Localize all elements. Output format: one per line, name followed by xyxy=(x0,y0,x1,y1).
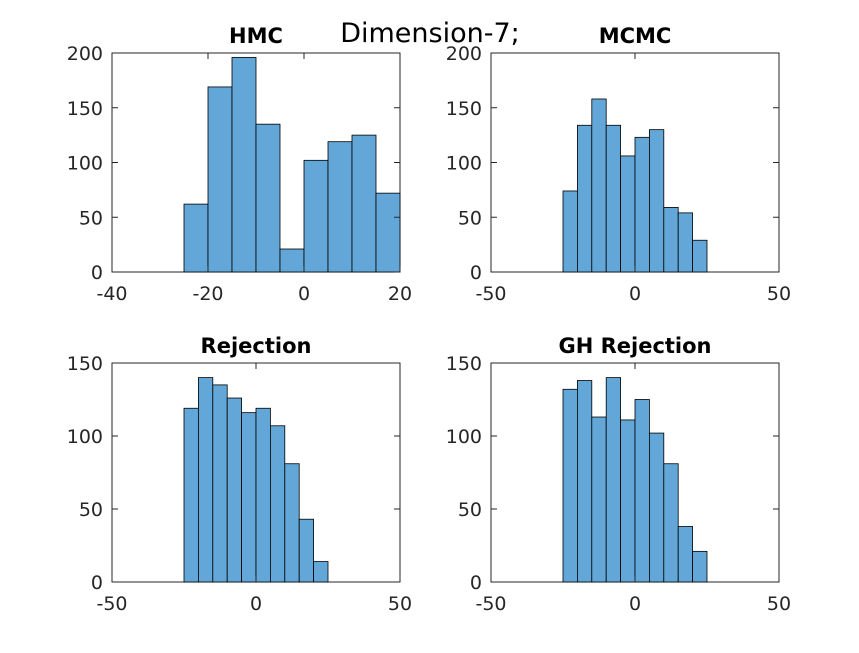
histogram-bar xyxy=(649,432,665,583)
histogram-bar xyxy=(692,550,708,583)
histogram-bar xyxy=(241,412,257,583)
histogram-bar xyxy=(284,463,300,583)
subplot-title: MCMC xyxy=(599,24,672,48)
histogram-bar xyxy=(634,399,650,583)
histogram-bar xyxy=(183,407,199,583)
histogram-bar xyxy=(663,463,679,583)
y-tick-label: 50 xyxy=(79,207,103,229)
y-tick-label: 0 xyxy=(91,572,103,594)
histogram-bar xyxy=(327,141,353,273)
y-tick-label: 150 xyxy=(67,98,103,120)
histogram-bar xyxy=(269,425,286,583)
histogram-bar xyxy=(255,407,271,583)
histogram-bar xyxy=(591,416,607,583)
y-tick-label: 50 xyxy=(458,207,482,229)
y-tick-label: 0 xyxy=(470,262,482,284)
histogram-bar xyxy=(577,124,593,273)
x-tick-label: -40 xyxy=(96,283,127,305)
x-tick-label: 0 xyxy=(629,593,641,615)
y-tick-label: 200 xyxy=(446,43,482,65)
histogram-bar xyxy=(313,561,329,583)
histogram-bar xyxy=(649,129,665,273)
x-tick-label: 50 xyxy=(767,593,791,615)
subplot-title: Rejection xyxy=(201,334,312,358)
histogram-bar xyxy=(303,159,329,273)
histogram-bar xyxy=(351,134,377,273)
y-tick-label: 100 xyxy=(67,153,103,175)
histogram-bar xyxy=(197,377,214,583)
histogram-bar xyxy=(634,136,650,273)
y-tick-label: 100 xyxy=(446,153,482,175)
histogram-bar xyxy=(591,98,607,273)
x-tick-label: -50 xyxy=(96,593,127,615)
subplot-title: HMC xyxy=(229,24,283,48)
histogram-bar xyxy=(255,123,281,273)
histogram-bar xyxy=(298,518,315,583)
histogram-bar xyxy=(207,86,233,273)
y-tick-label: 100 xyxy=(446,426,482,448)
x-tick-label: 0 xyxy=(298,283,310,305)
histogram-bar xyxy=(677,526,694,583)
histogram-bar xyxy=(663,206,679,273)
x-tick-label: -20 xyxy=(192,283,223,305)
histogram-bar xyxy=(692,239,708,273)
y-tick-label: 50 xyxy=(79,499,103,521)
x-tick-label: 50 xyxy=(388,593,412,615)
histogram-bar xyxy=(562,388,578,583)
histogram-bar xyxy=(231,56,257,273)
histogram-bar xyxy=(577,380,593,583)
histogram-bar xyxy=(212,384,228,583)
x-tick-label: 50 xyxy=(767,283,791,305)
y-tick-label: 100 xyxy=(67,426,103,448)
figure-title: Dimension-7; xyxy=(340,18,520,49)
histogram-bar xyxy=(226,397,242,583)
histogram-bar xyxy=(183,203,209,273)
y-tick-label: 150 xyxy=(446,98,482,120)
x-tick-label: 0 xyxy=(250,593,262,615)
y-tick-label: 150 xyxy=(67,353,103,375)
histogram-bar xyxy=(605,377,622,583)
histogram-bar xyxy=(677,212,694,273)
x-tick-label: 20 xyxy=(388,283,412,305)
histogram-bar xyxy=(620,155,636,273)
y-tick-label: 200 xyxy=(67,43,103,65)
y-tick-label: 0 xyxy=(91,262,103,284)
y-tick-label: 50 xyxy=(458,499,482,521)
x-tick-label: -50 xyxy=(475,593,506,615)
y-tick-label: 150 xyxy=(446,353,482,375)
y-tick-label: 0 xyxy=(470,572,482,594)
subplot-title: GH Rejection xyxy=(558,334,711,358)
x-tick-label: 0 xyxy=(629,283,641,305)
histogram-bar xyxy=(605,124,622,273)
x-tick-label: -50 xyxy=(475,283,506,305)
histogram-bar xyxy=(620,419,636,583)
histogram-bar xyxy=(562,190,578,273)
histogram-bar xyxy=(279,248,305,273)
histogram-bar xyxy=(375,192,401,273)
